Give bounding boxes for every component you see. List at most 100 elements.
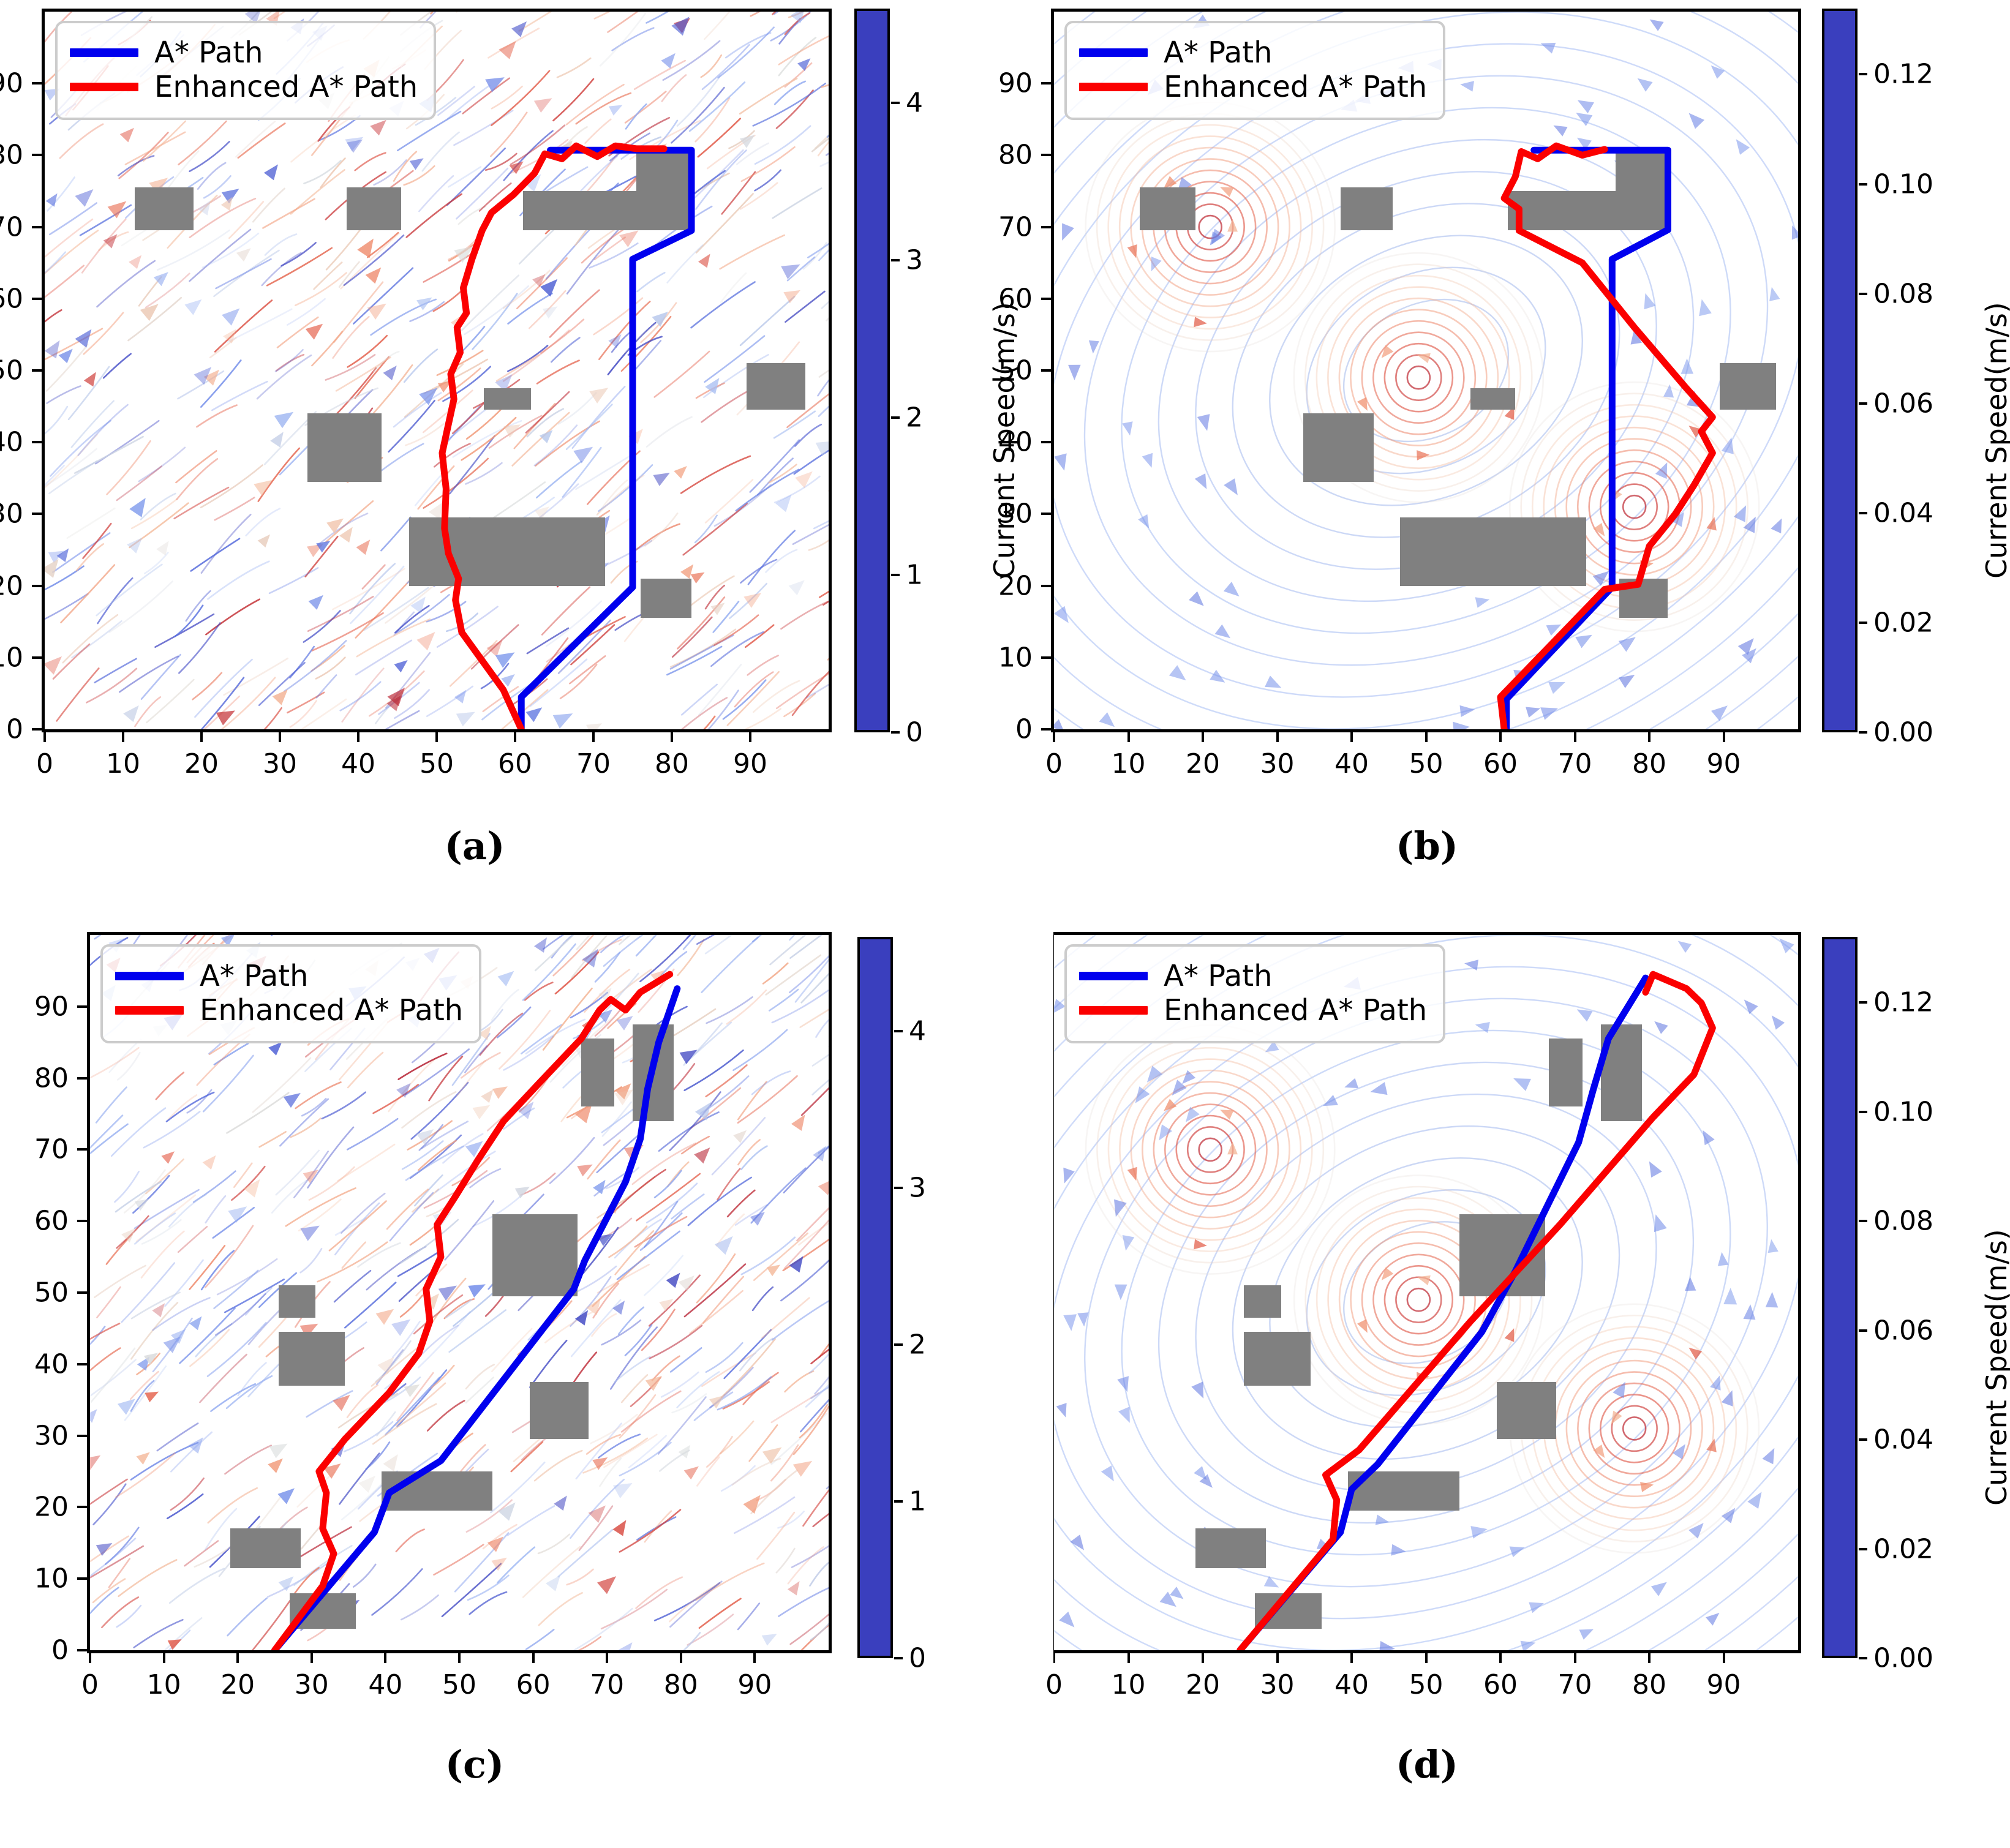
plot-area-c (87, 932, 832, 1653)
enhanced-astar-path-line (439, 142, 668, 729)
x-tick-label: 90 (1706, 1669, 1741, 1700)
x-tick-label: 80 (663, 1669, 698, 1700)
x-tickmark (1053, 732, 1055, 742)
y-tick-label: 70 (0, 211, 23, 243)
obstacle-rect (1496, 1382, 1557, 1440)
obstacle-rect (1399, 517, 1586, 586)
legend-swatch-astar-path (1079, 972, 1148, 980)
y-tickmark (77, 1506, 87, 1509)
x-tick-label: 0 (36, 748, 53, 779)
x-tickmark (435, 732, 438, 742)
colorbar-tickmark (891, 102, 900, 105)
x-tick-label: 30 (1260, 1669, 1295, 1700)
obstacle-rect (581, 1039, 615, 1107)
enhanced-astar-path-line (1236, 971, 1716, 1650)
x-tick-label: 40 (1334, 1669, 1369, 1700)
colorbar-tick-label: 0.12 (1873, 986, 1933, 1018)
legend-item-astar-path: A* Path (1079, 961, 1427, 991)
legend-swatch-enhanced-astar-path (115, 1006, 184, 1015)
legend-label-enhanced-astar-path: Enhanced A* Path (154, 70, 418, 104)
y-tick-label: 40 (998, 426, 1033, 458)
x-tick-label: 20 (184, 748, 219, 779)
y-tick-label: 50 (0, 355, 23, 386)
y-tick-label: 70 (998, 211, 1033, 243)
obstacle-rect (307, 413, 382, 482)
y-tickmark (1041, 513, 1051, 516)
colorbar-tick-label: 4 (906, 87, 923, 119)
legend-label-astar-path: A* Path (154, 36, 263, 70)
legend-item-enhanced-astar-path: Enhanced A* Path (1079, 72, 1427, 102)
x-tickmark (122, 732, 124, 742)
obstacle-rect (492, 1214, 578, 1296)
colorbar-tick-label: 2 (909, 1329, 926, 1361)
obstacle-rect (1340, 187, 1393, 231)
y-tick-label: 20 (998, 570, 1033, 602)
legend-b: A* Path Enhanced A* Path (1064, 21, 1446, 120)
x-tickmark (162, 1653, 165, 1663)
y-tickmark (77, 1220, 87, 1223)
colorbar-b: 0.00 0.02 0.04 0.06 0.08 0.10 0.12 Current Spee… (1822, 9, 2010, 748)
legend-item-astar-path: A* Path (115, 961, 463, 991)
y-tickmark (32, 656, 42, 659)
x-tick-label: 60 (498, 748, 532, 779)
legend-label-astar-path: A* Path (1164, 959, 1273, 993)
legend-swatch-astar-path (1079, 48, 1148, 57)
astar-path-line (518, 146, 695, 729)
x-tickmark (1202, 1653, 1204, 1663)
legend-swatch-astar-path (70, 48, 138, 57)
astar-path-line (271, 985, 681, 1650)
x-tick-label: 10 (106, 748, 140, 779)
y-tickmark (32, 297, 42, 300)
x-tick-label: 40 (368, 1669, 403, 1700)
y-tick-label: 10 (34, 1563, 69, 1594)
y-tickmark (77, 1076, 87, 1080)
x-tickmark (671, 732, 673, 742)
x-tickmark (1127, 732, 1130, 742)
plot-area-d (1051, 932, 1801, 1653)
x-tickmark (606, 1653, 609, 1663)
y-tickmark (1041, 154, 1051, 157)
colorbar-gradient (1822, 937, 1858, 1658)
x-tickmark (458, 1653, 461, 1663)
colorbar-a: 0 1 2 3 4 Current Speed(m/s) (854, 9, 1074, 748)
legend-item-enhanced-astar-path: Enhanced A* Path (1079, 996, 1427, 1025)
x-tickmark (1276, 732, 1279, 742)
y-tickmark (32, 154, 42, 157)
y-tick-label: 70 (34, 1133, 69, 1165)
legend-item-enhanced-astar-path: Enhanced A* Path (115, 996, 463, 1025)
x-tickmark (1350, 732, 1353, 742)
colorbar-tick-label: 0.04 (1873, 497, 1933, 529)
y-tick-label: 50 (998, 355, 1033, 386)
obstacle-rect (278, 1332, 345, 1386)
obstacle-rect (1303, 413, 1374, 482)
y-tickmark (32, 82, 42, 85)
astar-path-line (1503, 146, 1671, 729)
y-tick-label: 30 (0, 498, 23, 530)
colorbar-title: Current Speed(m/s) (1980, 1229, 2010, 1506)
obstacle-rect (636, 151, 691, 231)
x-tick-label: 50 (1409, 748, 1444, 779)
plot-area-a (42, 9, 832, 732)
x-tick-label: 70 (1557, 1669, 1592, 1700)
legend-swatch-enhanced-astar-path (1079, 1006, 1148, 1015)
x-tickmark (384, 1653, 387, 1663)
y-tick-label: 60 (0, 283, 23, 315)
obstacle-rect (483, 388, 531, 410)
colorbar-tickmark (891, 574, 900, 577)
obstacle-rect (230, 1528, 301, 1568)
x-tickmark (592, 732, 595, 742)
plot-area-b (1051, 9, 1801, 732)
x-tick-label: 60 (1483, 748, 1518, 779)
x-tick-label: 20 (1186, 748, 1220, 779)
y-tickmark (32, 728, 42, 731)
colorbar-tickmark (1859, 1329, 1867, 1332)
enhanced-astar-path-line (1497, 142, 1716, 729)
y-tick-label: 40 (0, 426, 23, 458)
legend-d: A* Path Enhanced A* Path (1064, 944, 1446, 1043)
colorbar-title: Current Speed(m/s) (1980, 302, 2010, 579)
obstacle-rect (746, 363, 805, 410)
colorbar-tickmark (1859, 621, 1867, 624)
x-tick-label: 90 (1706, 748, 1741, 779)
x-tickmark (1425, 1653, 1428, 1663)
